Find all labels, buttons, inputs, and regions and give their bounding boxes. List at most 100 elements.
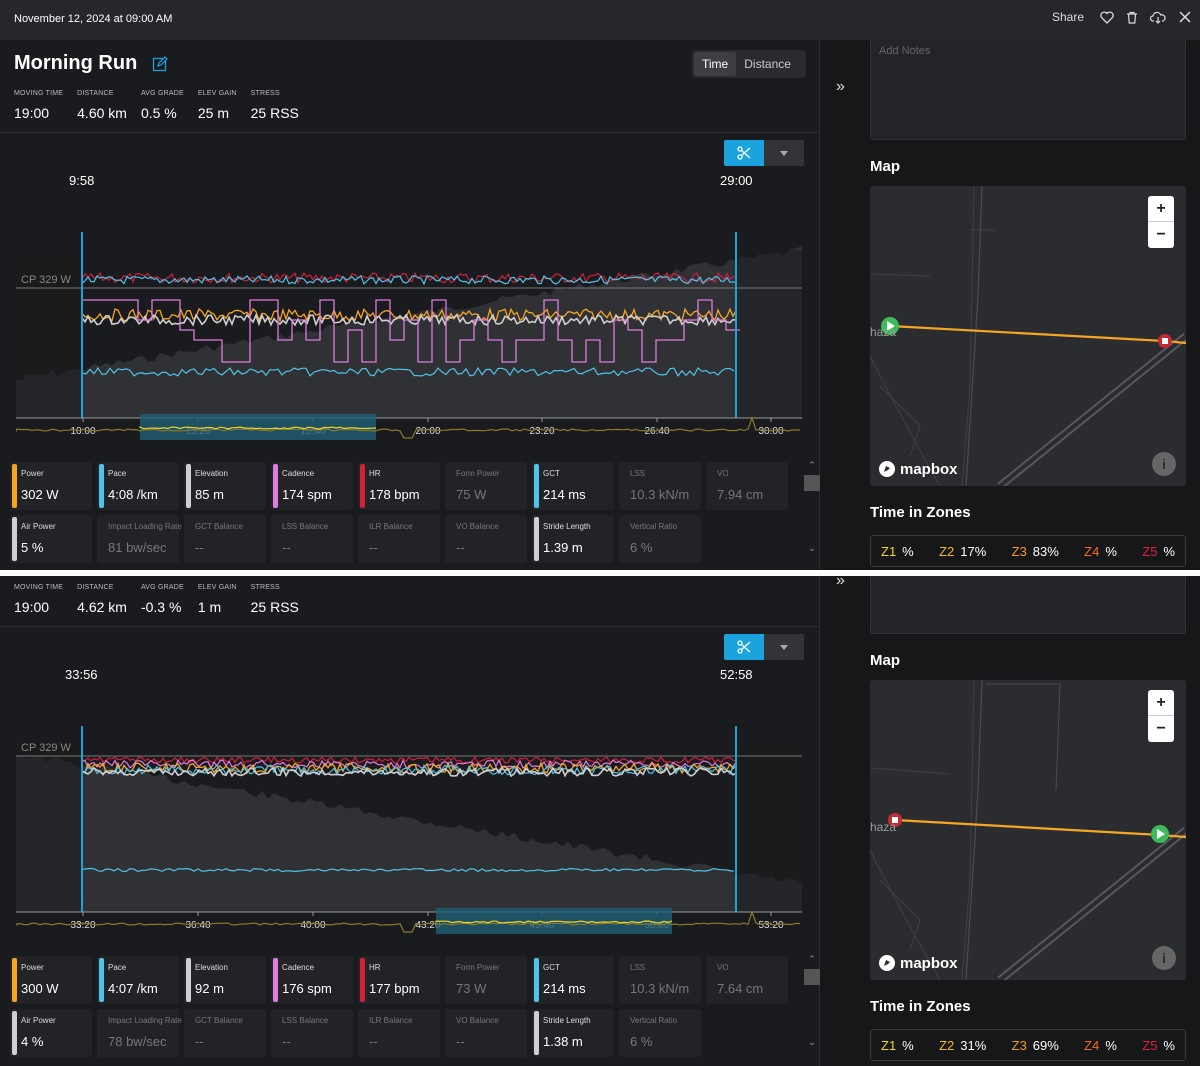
zone-z5: Z5% <box>1142 543 1175 559</box>
scissors-button[interactable] <box>724 634 764 660</box>
mapbox-icon <box>879 955 895 971</box>
metric-label: VO Balance <box>456 1016 499 1025</box>
x-tick-label: 36:40 <box>185 920 210 931</box>
metric-card-elevation[interactable]: Elevation 85 m <box>184 462 266 510</box>
metric-card-cadence[interactable]: Cadence 174 spm <box>271 462 353 510</box>
time-in-zones-title: Time in Zones <box>870 504 971 521</box>
unselected-overlay <box>736 744 804 912</box>
scroll-thumb[interactable] <box>804 969 820 985</box>
metrics-scrollbar[interactable]: ⌃ ⌄ <box>804 460 820 554</box>
route-map[interactable]: haza + − mapbox i <box>870 186 1186 486</box>
metric-card-cadence[interactable]: Cadence 176 spm <box>271 956 353 1004</box>
selection-end-label: 29:00 <box>720 173 753 188</box>
metric-card-air-power[interactable]: Air Power 5 % <box>10 515 92 563</box>
metric-value: 78 bw/sec <box>108 1034 167 1049</box>
heart-icon[interactable] <box>1100 10 1114 24</box>
metric-card-vertical-ratio[interactable]: Vertical Ratio 6 % <box>619 1009 701 1057</box>
overview-strip[interactable] <box>16 412 804 446</box>
metric-card-hr[interactable]: HR 178 bpm <box>358 462 440 510</box>
metric-card-vo[interactable]: VO 7.64 cm <box>706 956 788 1004</box>
metric-card-gct-balance[interactable]: GCT Balance -- <box>184 1009 266 1057</box>
chevron-up-icon[interactable]: ⌃ <box>808 954 816 964</box>
metric-card-ilr-balance[interactable]: ILR Balance -- <box>358 1009 440 1057</box>
metric-value: -- <box>369 1034 378 1049</box>
overview-strip[interactable] <box>16 906 804 940</box>
metric-card-vo[interactable]: VO 7.94 cm <box>706 462 788 510</box>
metric-card-lss[interactable]: LSS 10.3 kN/m <box>619 956 701 1004</box>
share-button[interactable]: Share <box>1051 10 1084 24</box>
scroll-thumb[interactable] <box>804 475 820 491</box>
stat-moving-time: MOVING TIME 19:00 <box>14 90 64 121</box>
divider <box>0 132 820 133</box>
chevron-down-icon[interactable]: ⌄ <box>808 543 816 553</box>
metric-card-pace[interactable]: Pace 4:08 /km <box>97 462 179 510</box>
stat-stress: STRESS 25 RSS <box>250 584 299 615</box>
zoom-out-button[interactable]: − <box>1156 226 1166 243</box>
metric-card-stride-length[interactable]: Stride Length 1.38 m <box>532 1009 614 1057</box>
metric-label: Stride Length <box>543 522 591 531</box>
x-tick-label: 26:40 <box>644 426 669 437</box>
metric-card-hr[interactable]: HR 177 bpm <box>358 956 440 1004</box>
metric-value: 176 spm <box>282 981 332 996</box>
chevron-down-icon[interactable]: ⌄ <box>808 1037 816 1047</box>
activity-chart[interactable]: CP 329 W33:2036:4040:0043:2046:4050:0053… <box>16 684 804 944</box>
zone-z3: Z3 69% <box>1011 1037 1059 1053</box>
metric-value: -- <box>456 540 465 555</box>
metric-card-form-power[interactable]: Form Power 73 W <box>445 956 527 1004</box>
map-info-icon[interactable]: i <box>1152 946 1176 970</box>
metric-card-lss[interactable]: LSS 10.3 kN/m <box>619 462 701 510</box>
crop-dropdown-button[interactable] <box>764 634 804 660</box>
scissors-button[interactable] <box>724 140 764 166</box>
trash-icon[interactable] <box>1126 11 1138 24</box>
metric-card-vo-balance[interactable]: VO Balance -- <box>445 515 527 563</box>
metric-card-impact-loading-rate[interactable]: Impact Loading Rate 78 bw/sec <box>97 1009 182 1057</box>
metric-card-power[interactable]: Power 302 W <box>10 462 92 510</box>
zone-z4: Z4% <box>1084 543 1117 559</box>
notes-input[interactable] <box>870 576 1186 634</box>
notes-input[interactable]: Add Notes <box>870 40 1186 140</box>
pace-trace <box>81 274 737 286</box>
collapse-sidebar-icon[interactable]: » <box>836 576 845 589</box>
metric-value: 81 bw/sec <box>108 540 167 555</box>
metric-card-impact-loading-rate[interactable]: Impact Loading Rate 81 bw/sec <box>97 515 182 563</box>
unselected-overlay <box>16 250 82 418</box>
metric-card-ilr-balance[interactable]: ILR Balance -- <box>358 515 440 563</box>
metric-card-air-power[interactable]: Air Power 4 % <box>10 1009 92 1057</box>
collapse-sidebar-icon[interactable]: » <box>836 78 845 95</box>
metric-card-stride-length[interactable]: Stride Length 1.39 m <box>532 515 614 563</box>
zoom-in-button[interactable]: + <box>1148 196 1174 222</box>
activity-chart[interactable]: CP 329 W10:0013:2016:4020:0023:2026:4030… <box>16 190 804 450</box>
zoom-in-button[interactable]: + <box>1148 690 1174 716</box>
edit-icon[interactable] <box>152 56 168 72</box>
metric-card-power[interactable]: Power 300 W <box>10 956 92 1004</box>
route-map[interactable]: haza + − mapbox i <box>870 680 1186 980</box>
crop-dropdown-button[interactable] <box>764 140 804 166</box>
metric-card-form-power[interactable]: Form Power 75 W <box>445 462 527 510</box>
zone-z3: Z3 83% <box>1011 543 1059 559</box>
metric-color-bar <box>99 958 104 1002</box>
zoom-out-button[interactable]: − <box>1156 720 1166 737</box>
metric-card-pace[interactable]: Pace 4:07 /km <box>97 956 179 1004</box>
map-info-icon[interactable]: i <box>1152 452 1176 476</box>
metric-value: 73 W <box>456 981 487 996</box>
toggle-distance[interactable]: Distance <box>744 57 791 71</box>
metric-value: 1.39 m <box>543 540 583 555</box>
metric-card-gct-balance[interactable]: GCT Balance -- <box>184 515 266 563</box>
metrics-scrollbar[interactable]: ⌃ ⌄ <box>804 954 820 1048</box>
metric-card-lss-balance[interactable]: LSS Balance -- <box>271 1009 353 1057</box>
metric-value: -- <box>282 1034 291 1049</box>
overview-selection[interactable] <box>140 414 376 440</box>
metric-card-elevation[interactable]: Elevation 92 m <box>184 956 266 1004</box>
metric-card-gct[interactable]: GCT 214 ms <box>532 462 614 510</box>
close-icon[interactable] <box>1178 10 1192 24</box>
cloud-download-icon[interactable] <box>1150 11 1166 24</box>
metric-card-vertical-ratio[interactable]: Vertical Ratio 6 % <box>619 515 701 563</box>
metric-value: 214 ms <box>543 981 586 996</box>
metric-card-gct[interactable]: GCT 214 ms <box>532 956 614 1004</box>
chevron-up-icon[interactable]: ⌃ <box>808 460 816 470</box>
metric-label: VO Balance <box>456 522 499 531</box>
toggle-time[interactable]: Time <box>694 52 737 76</box>
metric-label: Form Power <box>456 963 500 972</box>
metric-card-vo-balance[interactable]: VO Balance -- <box>445 1009 527 1057</box>
metric-card-lss-balance[interactable]: LSS Balance -- <box>271 515 353 563</box>
